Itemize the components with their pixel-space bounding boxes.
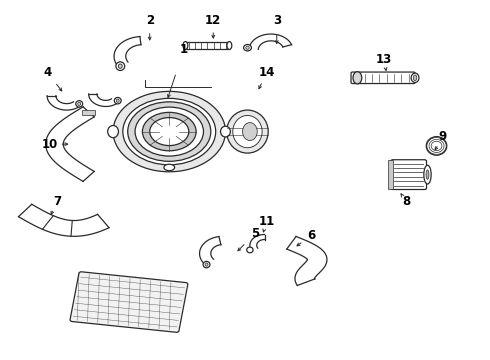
Text: 5: 5 <box>251 227 259 240</box>
Ellipse shape <box>246 46 249 49</box>
Ellipse shape <box>108 126 119 138</box>
Text: 4: 4 <box>43 66 51 79</box>
Ellipse shape <box>114 98 121 104</box>
Ellipse shape <box>233 116 262 148</box>
Ellipse shape <box>123 98 216 165</box>
Text: 3: 3 <box>273 14 281 27</box>
Ellipse shape <box>424 165 431 184</box>
Ellipse shape <box>113 91 225 172</box>
Ellipse shape <box>247 247 253 253</box>
Ellipse shape <box>78 102 81 105</box>
Ellipse shape <box>227 110 268 153</box>
Ellipse shape <box>243 123 257 140</box>
Text: 14: 14 <box>259 66 275 79</box>
Bar <box>388 160 393 189</box>
FancyBboxPatch shape <box>70 272 188 332</box>
Text: 9: 9 <box>439 130 447 144</box>
Ellipse shape <box>220 126 230 137</box>
Text: 13: 13 <box>376 53 392 66</box>
Polygon shape <box>46 107 94 181</box>
Text: 11: 11 <box>259 215 275 228</box>
Ellipse shape <box>135 107 203 156</box>
Text: 7: 7 <box>53 195 61 208</box>
Polygon shape <box>249 34 292 49</box>
Polygon shape <box>250 234 265 251</box>
FancyBboxPatch shape <box>351 72 415 84</box>
Ellipse shape <box>76 100 83 107</box>
Text: 12: 12 <box>205 14 221 27</box>
Ellipse shape <box>164 164 174 171</box>
Ellipse shape <box>128 102 211 161</box>
Ellipse shape <box>116 99 119 102</box>
FancyBboxPatch shape <box>391 160 426 189</box>
Polygon shape <box>199 237 221 265</box>
Text: 2: 2 <box>146 14 154 27</box>
Ellipse shape <box>227 41 232 49</box>
Ellipse shape <box>414 75 417 81</box>
Text: 8: 8 <box>402 195 410 208</box>
Polygon shape <box>114 37 141 66</box>
Ellipse shape <box>426 136 447 155</box>
Ellipse shape <box>411 73 419 82</box>
Ellipse shape <box>150 118 189 145</box>
Polygon shape <box>47 96 79 110</box>
Bar <box>185 41 229 49</box>
Ellipse shape <box>353 72 362 84</box>
Text: 1: 1 <box>180 42 188 55</box>
Ellipse shape <box>244 45 251 51</box>
Polygon shape <box>287 237 327 285</box>
Polygon shape <box>19 204 109 236</box>
Ellipse shape <box>203 261 210 268</box>
Text: 10: 10 <box>42 138 58 150</box>
Text: 6: 6 <box>307 229 315 242</box>
Ellipse shape <box>205 263 208 266</box>
Polygon shape <box>89 94 117 107</box>
Ellipse shape <box>116 62 124 71</box>
Ellipse shape <box>119 64 122 68</box>
Ellipse shape <box>183 41 188 49</box>
Ellipse shape <box>143 112 196 151</box>
Ellipse shape <box>426 170 429 179</box>
Bar <box>82 111 96 115</box>
